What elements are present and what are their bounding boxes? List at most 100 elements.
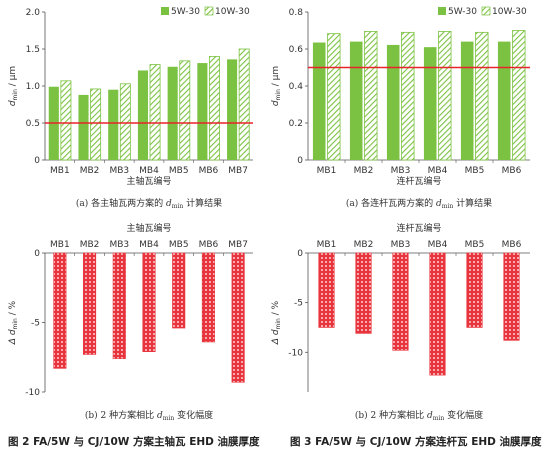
bar-delta xyxy=(318,252,335,328)
x-tick-label: MB4 xyxy=(428,240,448,250)
bar-10w30 xyxy=(364,31,378,161)
x-axis-title: 连杆瓦编号 xyxy=(396,175,441,187)
y-tick-label: 0.8 xyxy=(289,8,304,18)
bar-5w30 xyxy=(460,41,474,160)
x-tick-label: MB7 xyxy=(228,166,248,176)
bar-5w30 xyxy=(108,89,119,160)
y-tick-label: 0 xyxy=(297,156,303,166)
bar-delta xyxy=(142,252,156,352)
y-axis-title: dmin / μm xyxy=(271,66,282,106)
y-tick-label: -10 xyxy=(25,388,40,398)
x-axis-title: 连杆瓦编号 xyxy=(396,222,441,234)
legend-label-5w30: 5W-30 xyxy=(448,7,477,17)
x-tick-label: MB3 xyxy=(109,166,129,176)
y-tick-label: 0.4 xyxy=(289,82,304,92)
bar-5w30 xyxy=(312,42,326,160)
x-tick-label: MB4 xyxy=(139,240,159,250)
x-tick-label: MB6 xyxy=(502,240,522,250)
x-tick-label: MB4 xyxy=(428,166,448,176)
y-tick-label: 0 xyxy=(297,249,303,259)
y-tick-label: 0.2 xyxy=(289,119,303,129)
bar-5w30 xyxy=(497,41,511,160)
x-tick-label: MB6 xyxy=(199,166,219,176)
x-tick-label: MB2 xyxy=(80,166,100,176)
subplot-caption: (a) 各主轴瓦两方案的 dmin 计算结果 xyxy=(76,197,222,210)
bar-delta xyxy=(231,252,245,383)
x-tick-label: MB7 xyxy=(228,240,248,250)
y-tick-label: -10 xyxy=(288,348,303,358)
y-tick-label: 1.5 xyxy=(26,45,40,55)
x-tick-label: MB1 xyxy=(317,166,337,176)
bar-10w30 xyxy=(327,33,341,161)
bar-delta xyxy=(112,252,126,359)
bar-delta xyxy=(83,252,97,355)
x-tick-label: MB6 xyxy=(502,166,522,176)
legend-swatch-10w30 xyxy=(204,6,214,16)
x-tick-label: MB4 xyxy=(139,166,159,176)
bar-5w30 xyxy=(137,70,148,160)
x-tick-label: MB2 xyxy=(354,166,374,176)
bar-10w30 xyxy=(149,64,161,161)
figure-caption-left: 图 2 FA/5W 与 CJ/10W 方案主轴瓦 EHD 油膜厚度 xyxy=(8,435,260,448)
bar-5w30 xyxy=(349,41,363,160)
bar-delta xyxy=(466,252,483,328)
legend-swatch-5w30 xyxy=(438,7,446,15)
x-tick-label: MB1 xyxy=(317,240,337,250)
figure-caption-right: 图 3 FA/5W 与 CJ/10W 方案连杆瓦 EHD 油膜厚度 xyxy=(290,435,542,448)
bar-delta xyxy=(503,252,520,341)
legend-swatch-5w30 xyxy=(161,7,169,15)
chart-b-rod: 0 -5 -10 MB1 MB2 MB3 MB4 MB5 MB6 连杆瓦编号 Δ dmin / % (… xyxy=(271,222,530,422)
legend-label-10w30: 10W-30 xyxy=(492,7,527,17)
bar-10w30 xyxy=(209,56,220,161)
subplot-caption: (a) 各连杆瓦两方案的 dmin 计算结果 xyxy=(346,197,492,210)
bar-10w30 xyxy=(238,48,250,161)
x-tick-label: MB3 xyxy=(391,240,411,250)
bar-delta xyxy=(355,252,372,334)
x-tick-label: MB5 xyxy=(169,166,189,176)
bar-delta xyxy=(392,252,409,351)
bar-10w30 xyxy=(475,31,489,161)
bar-delta xyxy=(429,252,446,376)
x-tick-label: MB2 xyxy=(80,240,100,250)
x-axis-title: 主轴瓦编号 xyxy=(126,222,171,234)
x-tick-label: MB3 xyxy=(109,240,129,250)
x-tick-label: MB1 xyxy=(50,240,70,250)
bar-5w30 xyxy=(78,94,89,160)
bar-5w30 xyxy=(386,44,400,160)
bar-10w30 xyxy=(438,31,452,161)
legend-label-10w30: 10W-30 xyxy=(215,7,250,17)
chart-b-main: 0 -5 -10 MB1 MB2 MB3 MB4 MB5 MB6 MB7 主轴瓦编号 Δ dmin /… xyxy=(8,222,253,422)
x-tick-label: MB1 xyxy=(50,166,70,176)
bar-delta xyxy=(201,252,215,343)
subplot-caption: (b) 2 种方案相比 dmin 变化幅度 xyxy=(85,409,213,422)
bar-5w30 xyxy=(197,63,208,161)
y-axis-title: dmin / μm xyxy=(8,66,19,106)
x-tick-label: MB5 xyxy=(465,166,485,176)
bar-delta xyxy=(53,252,67,369)
y-tick-label: 0 xyxy=(34,156,40,166)
bar-delta xyxy=(172,252,186,329)
x-tick-label: MB5 xyxy=(169,240,189,250)
x-tick-label: MB5 xyxy=(465,240,485,250)
y-tick-label: -5 xyxy=(294,299,303,309)
x-tick-label: MB6 xyxy=(199,240,219,250)
x-axis-title: 主轴瓦编号 xyxy=(126,175,171,187)
bar-10w30 xyxy=(401,31,415,161)
y-axis-title: Δ dmin / % xyxy=(271,300,282,345)
bar-10w30 xyxy=(60,80,72,161)
chart-a-main: 0 0.5 1.0 1.5 2.0 MB1 MB2 MB3 MB4 MB5 MB6 MB7 主轴瓦编号 d… xyxy=(8,6,253,210)
bar-5w30 xyxy=(227,59,238,160)
bar-10w30 xyxy=(90,88,102,161)
y-tick-label: 0.5 xyxy=(26,119,40,129)
bar-5w30 xyxy=(167,66,178,160)
bar-5w30 xyxy=(423,47,437,160)
y-tick-label: 1.0 xyxy=(26,82,41,92)
bar-10w30 xyxy=(119,83,131,161)
x-tick-label: MB3 xyxy=(391,166,411,176)
x-tick-label: MB2 xyxy=(354,240,374,250)
chart-a-rod: 0 0.2 0.4 0.6 0.8 MB1 MB2 MB3 MB4 MB5 MB6 连杆瓦编号 dmin… xyxy=(271,6,530,210)
y-tick-label: -5 xyxy=(31,319,40,329)
y-tick-label: 2.0 xyxy=(26,8,41,18)
legend-label-5w30: 5W-30 xyxy=(171,7,200,17)
